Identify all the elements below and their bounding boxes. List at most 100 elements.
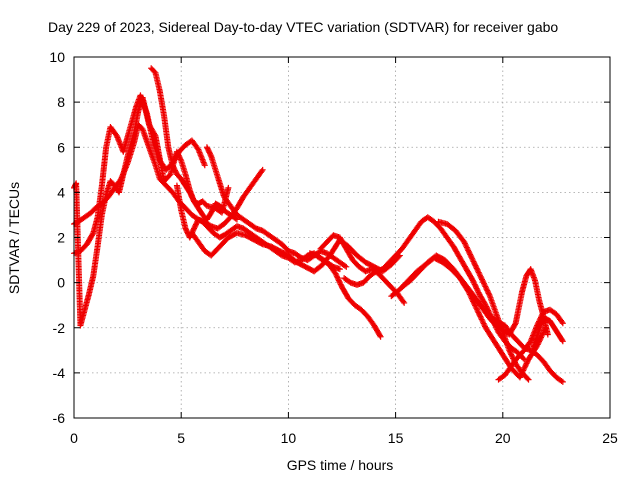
data-point [480, 319, 487, 326]
chart-title: Day 229 of 2023, Sidereal Day-to-day VTE… [48, 19, 558, 35]
data-point [472, 262, 479, 269]
data-point [337, 280, 344, 287]
data-point [477, 313, 484, 320]
data-point [482, 284, 489, 291]
data-point [471, 261, 478, 268]
x-tick-label: 0 [70, 430, 78, 446]
x-tick-label: 5 [177, 430, 185, 446]
data-point [475, 268, 482, 275]
data-point [469, 257, 476, 264]
data-point [537, 314, 544, 321]
data-point [474, 286, 481, 293]
data-point [537, 335, 544, 342]
data-point [466, 250, 473, 257]
data-point [521, 364, 528, 371]
data-point [338, 282, 345, 289]
data-point [336, 278, 343, 285]
y-tick-label: -4 [53, 365, 66, 381]
y-tick-label: 8 [57, 94, 65, 110]
y-tick-label: -6 [53, 410, 66, 426]
data-point [469, 277, 476, 284]
data-point [474, 306, 481, 313]
data-point [473, 305, 480, 312]
data-point [475, 309, 482, 316]
data-point [479, 317, 486, 324]
data-point [463, 244, 470, 251]
data-point [335, 276, 342, 283]
data-point [483, 286, 490, 293]
data-point [471, 281, 478, 288]
data-point [476, 310, 483, 317]
data-point [225, 184, 232, 191]
data-point [376, 332, 383, 339]
y-tick-label: 2 [57, 230, 65, 246]
y-tick-label: 6 [57, 139, 65, 155]
data-point [523, 360, 530, 367]
data-point [258, 240, 265, 247]
data-point [462, 241, 469, 248]
data-point [538, 333, 545, 340]
data-point [89, 231, 96, 238]
data-point [401, 299, 408, 306]
data-point [477, 272, 484, 279]
data-point [536, 338, 543, 345]
data-point [461, 239, 468, 246]
data-point [506, 348, 513, 355]
data-point [485, 290, 492, 297]
series-track-16 [529, 315, 566, 352]
data-point [334, 274, 341, 281]
data-point [507, 350, 514, 357]
data-point [509, 354, 516, 361]
data-point [332, 270, 339, 277]
data-point [469, 276, 476, 283]
data-point [479, 277, 486, 284]
data-point [343, 263, 350, 270]
data-point [538, 313, 545, 320]
data-point [481, 282, 488, 289]
data-point [559, 338, 566, 345]
data-point [480, 280, 487, 287]
data-point [537, 315, 544, 322]
data-point [470, 278, 477, 285]
data-point [477, 273, 484, 280]
data-point [525, 376, 532, 383]
y-tick-label: 10 [49, 49, 65, 65]
data-point [400, 298, 407, 305]
data-point [467, 251, 474, 258]
data-point [473, 284, 479, 291]
series-track-3 [71, 94, 232, 329]
data-point [475, 289, 482, 296]
data-point [333, 273, 340, 280]
data-point [474, 288, 481, 295]
series-track-4 [148, 65, 240, 223]
data-point [522, 361, 529, 368]
data-point [469, 255, 476, 262]
data-point [472, 282, 479, 289]
data-point [506, 347, 513, 354]
data-point [484, 287, 491, 294]
data-point [522, 363, 529, 370]
data-point [467, 252, 474, 259]
x-tick-label: 10 [281, 430, 297, 446]
y-axis-title: SDTVAR / TECUs [6, 182, 22, 294]
data-point [335, 277, 342, 284]
data-point [486, 291, 493, 298]
data-point [478, 315, 485, 322]
data-point [524, 359, 531, 366]
data-point [508, 351, 515, 358]
data-point [511, 321, 518, 328]
data-point [377, 333, 384, 340]
data-point [558, 318, 565, 325]
data-point [480, 279, 487, 286]
data-point [463, 243, 470, 250]
data-point [472, 303, 479, 310]
data-point [465, 248, 472, 255]
series-track-8 [306, 250, 384, 340]
data-point [559, 320, 566, 327]
data-point [481, 321, 488, 328]
data-point [516, 374, 523, 381]
x-tick-label: 25 [602, 430, 618, 446]
data-point [558, 377, 565, 384]
data-point [177, 156, 184, 163]
